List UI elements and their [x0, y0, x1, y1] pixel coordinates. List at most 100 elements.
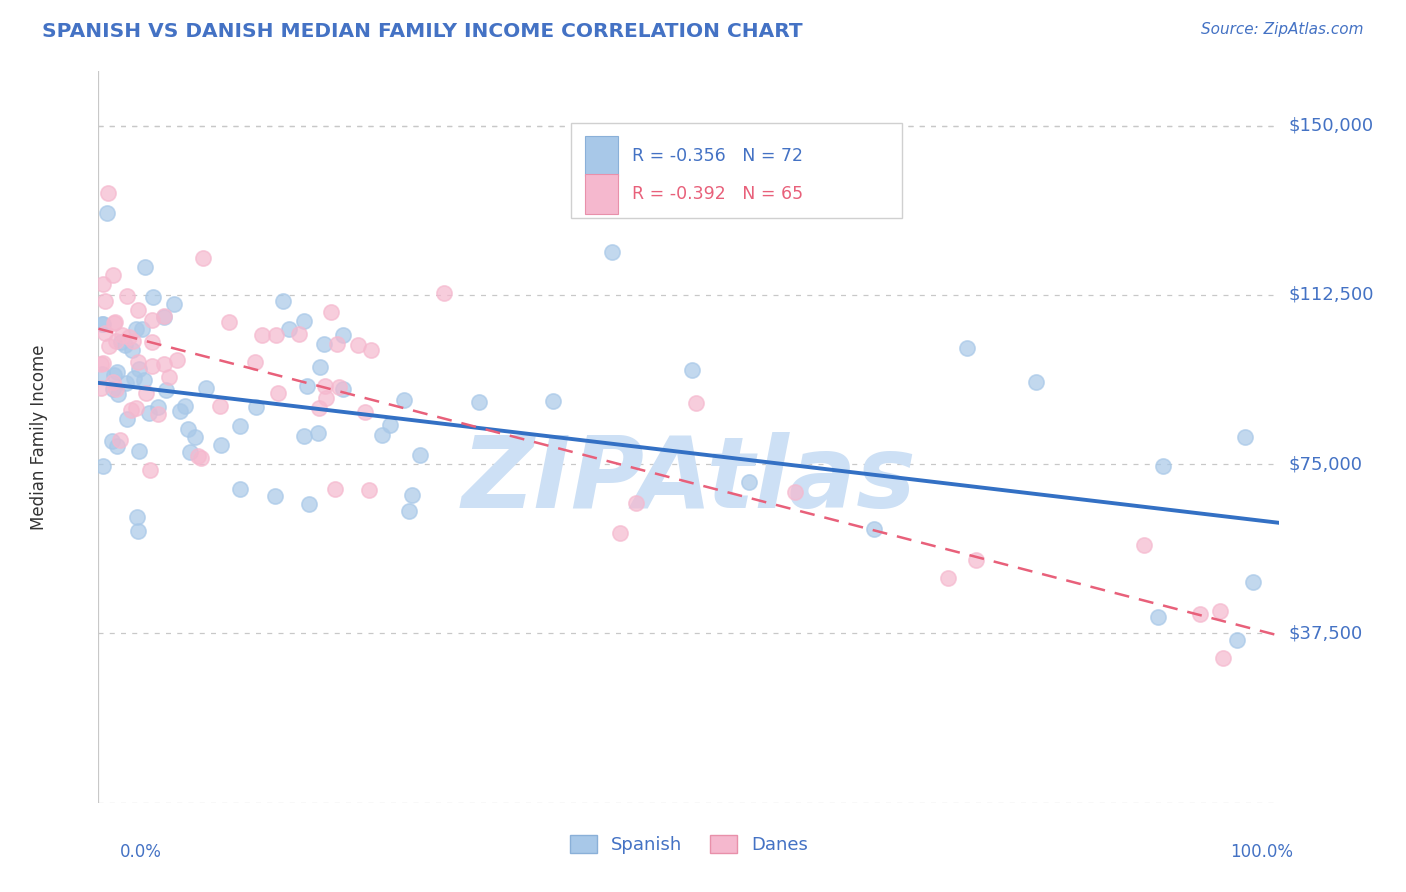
- Point: [146, 401, 169, 415]
- Point: [153, 309, 176, 323]
- Point: [115, 412, 138, 426]
- Point: [541, 393, 564, 408]
- Point: [433, 285, 456, 300]
- Point: [243, 354, 266, 368]
- Point: [142, 289, 165, 303]
- Point: [267, 386, 290, 401]
- Point: [371, 427, 394, 442]
- Point: [191, 251, 214, 265]
- Point: [398, 504, 420, 518]
- Point: [177, 422, 200, 436]
- Point: [96, 205, 118, 219]
- Point: [128, 362, 150, 376]
- Point: [122, 334, 145, 348]
- Point: [127, 524, 149, 539]
- Text: Median Family Income: Median Family Income: [31, 344, 48, 530]
- Text: $112,500: $112,500: [1289, 285, 1375, 304]
- Point: [110, 433, 132, 447]
- Point: [134, 260, 156, 274]
- Point: [194, 381, 217, 395]
- Point: [152, 358, 174, 372]
- Point: [323, 482, 346, 496]
- Point: [297, 497, 319, 511]
- Point: [157, 369, 180, 384]
- Point: [347, 337, 370, 351]
- Point: [138, 463, 160, 477]
- Point: [681, 363, 703, 377]
- Point: [138, 406, 160, 420]
- Point: [360, 343, 382, 358]
- Point: [118, 330, 141, 344]
- FancyBboxPatch shape: [571, 122, 901, 218]
- Text: $150,000: $150,000: [1289, 117, 1374, 135]
- Point: [91, 277, 114, 292]
- Point: [271, 293, 294, 308]
- Point: [105, 382, 128, 396]
- Point: [169, 404, 191, 418]
- Point: [294, 429, 316, 443]
- Point: [94, 326, 117, 340]
- Point: [332, 382, 354, 396]
- Point: [328, 379, 350, 393]
- Point: [179, 445, 201, 459]
- Point: [115, 289, 138, 303]
- Point: [229, 419, 252, 434]
- Point: [103, 317, 125, 331]
- Point: [264, 489, 287, 503]
- Point: [309, 359, 332, 374]
- Point: [127, 302, 149, 317]
- Point: [91, 317, 114, 331]
- Point: [120, 403, 142, 417]
- Point: [114, 337, 136, 351]
- Point: [91, 367, 114, 381]
- Point: [1133, 538, 1156, 552]
- Point: [685, 395, 707, 409]
- Text: 0.0%: 0.0%: [120, 843, 162, 861]
- Point: [103, 368, 125, 382]
- Point: [152, 310, 174, 325]
- Point: [146, 407, 169, 421]
- Point: [1146, 610, 1168, 624]
- Point: [936, 571, 959, 585]
- Text: Source: ZipAtlas.com: Source: ZipAtlas.com: [1201, 22, 1364, 37]
- Point: [956, 341, 979, 355]
- Point: [90, 382, 112, 396]
- Point: [229, 482, 252, 496]
- Point: [101, 382, 124, 396]
- Point: [110, 335, 132, 350]
- Point: [163, 296, 186, 310]
- Text: 100.0%: 100.0%: [1230, 843, 1294, 861]
- Point: [97, 186, 120, 201]
- Point: [141, 359, 163, 373]
- Point: [209, 437, 232, 451]
- Point: [115, 376, 138, 391]
- Point: [380, 417, 402, 432]
- Point: [173, 400, 195, 414]
- Point: [409, 448, 432, 462]
- Point: [965, 553, 987, 567]
- Point: [1211, 651, 1233, 665]
- Point: [141, 334, 163, 349]
- Point: [104, 315, 127, 329]
- Bar: [585, 136, 619, 176]
- Legend: Spanish, Danes: Spanish, Danes: [564, 830, 814, 860]
- Point: [166, 353, 188, 368]
- Point: [308, 401, 330, 415]
- Point: [1025, 375, 1047, 389]
- Point: [121, 343, 143, 358]
- Point: [125, 509, 148, 524]
- Point: [314, 378, 336, 392]
- Point: [624, 496, 647, 510]
- Bar: [585, 174, 619, 214]
- Point: [1209, 604, 1232, 618]
- Point: [122, 371, 145, 385]
- Point: [101, 375, 124, 389]
- Point: [602, 244, 624, 259]
- Point: [135, 385, 157, 400]
- Point: [295, 378, 318, 392]
- Point: [312, 337, 335, 351]
- Point: [107, 365, 129, 379]
- Point: [155, 383, 177, 397]
- Point: [190, 450, 212, 465]
- Point: [1241, 575, 1264, 590]
